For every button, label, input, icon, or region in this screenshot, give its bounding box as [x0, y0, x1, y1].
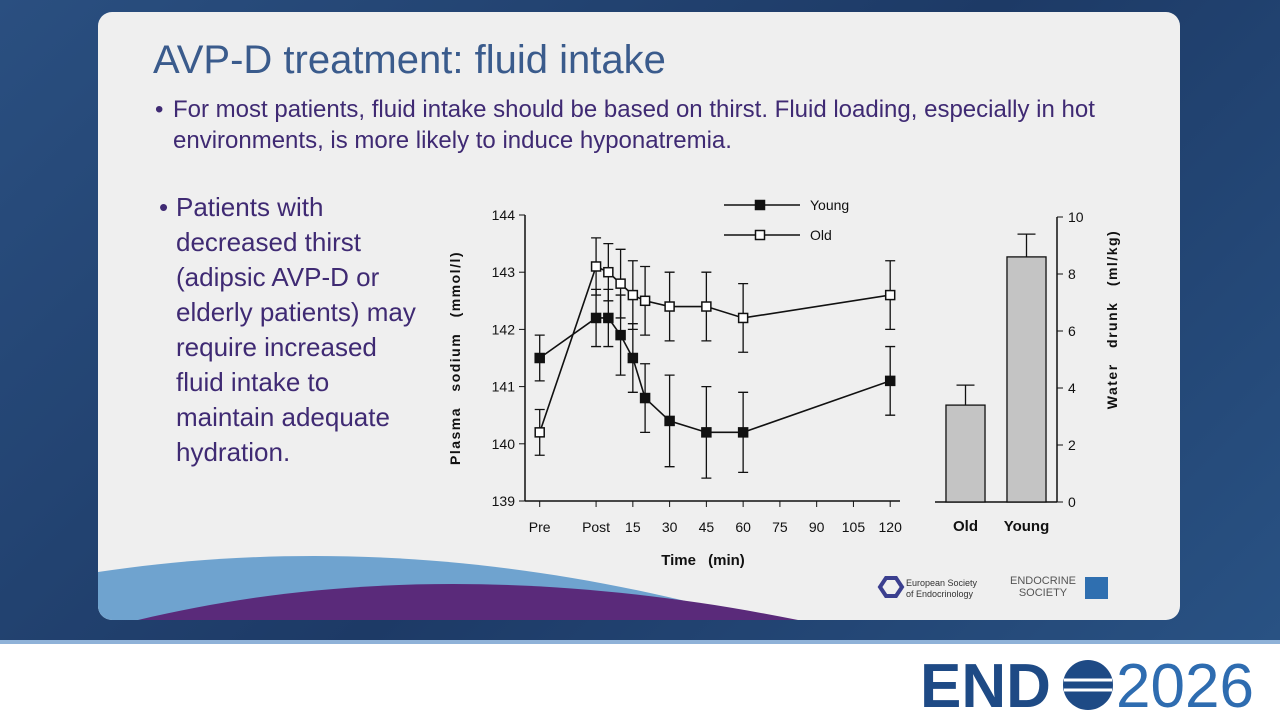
- y-tick-label: 0: [1068, 494, 1076, 510]
- logo-text: 2026: [1116, 652, 1254, 720]
- x-tick-label: 75: [772, 519, 788, 535]
- y-tick-label: 143: [492, 264, 516, 280]
- data-point: [615, 278, 626, 289]
- y-tick-label: 144: [492, 207, 516, 223]
- x-tick-label: 105: [842, 519, 866, 535]
- endocrine-society-logo: ENDOCRINE SOCIETY: [1010, 575, 1108, 599]
- series-line: [538, 265, 891, 433]
- x-tick-label: 45: [699, 519, 715, 535]
- y-tick-label: 140: [492, 436, 516, 452]
- y-tick-label: 142: [492, 321, 516, 337]
- data-point: [701, 301, 712, 312]
- y-tick-label: 4: [1068, 380, 1076, 396]
- data-point: [534, 427, 545, 438]
- data-point: [603, 312, 614, 324]
- data-point: [590, 312, 602, 324]
- x-tick-label: 30: [662, 519, 678, 535]
- bar: [1006, 256, 1047, 503]
- data-point: [627, 289, 639, 301]
- logo-text: END: [920, 652, 1051, 720]
- legend-label: Old: [810, 227, 832, 243]
- logo-text: European Society: [906, 578, 978, 588]
- x-tick-label: 120: [879, 519, 903, 535]
- data-point: [615, 329, 626, 341]
- y-tick-label: 141: [492, 379, 516, 395]
- data-point: [884, 289, 896, 301]
- legend-marker: [754, 199, 766, 211]
- data-point: [534, 352, 545, 364]
- logo-text: of Endocrinology: [906, 589, 974, 599]
- event-logo: END 2026: [920, 652, 1254, 720]
- bullet: Patients with decreased thirst (adipsic …: [159, 190, 421, 470]
- y-tick-label: 10: [1068, 209, 1084, 225]
- x-tick-label: 60: [735, 519, 751, 535]
- data-point: [590, 261, 602, 272]
- legend-marker: [754, 229, 766, 241]
- x-tick-label: Old: [953, 518, 978, 535]
- x-tick-label: 90: [809, 519, 825, 535]
- series-line: [539, 317, 891, 434]
- data-point: [737, 427, 749, 438]
- data-point: [737, 312, 749, 324]
- error-bar: [1017, 233, 1036, 257]
- data-point: [627, 352, 639, 364]
- y-tick-label: 8: [1068, 266, 1076, 282]
- y-axis-label: Water drunk (ml/kg): [1104, 230, 1120, 409]
- logo-text: SOCIETY: [1019, 587, 1068, 599]
- data-point: [664, 301, 675, 312]
- x-tick-label: Young: [1004, 518, 1050, 535]
- x-tick-label: Pre: [529, 519, 551, 535]
- legend-label: Young: [810, 197, 849, 213]
- y-tick-label: 2: [1068, 437, 1076, 453]
- error-bar: [956, 384, 975, 406]
- ese-logo: European Society of Endocrinology: [877, 576, 978, 599]
- slide-title: AVP-D treatment: fluid intake: [153, 38, 666, 82]
- swoosh: [98, 555, 798, 620]
- logo-text: ENDOCRINE: [1010, 575, 1076, 587]
- bullet: For most patients, fluid intake should b…: [155, 94, 1113, 156]
- data-point: [639, 392, 651, 404]
- data-point: [664, 415, 675, 427]
- data-point: [884, 375, 896, 387]
- y-tick-label: 6: [1068, 323, 1076, 339]
- y-tick-label: 139: [492, 493, 516, 509]
- x-tick-label: Post: [582, 519, 610, 535]
- bar: [945, 404, 986, 503]
- y-axis-label: Plasma sodium (mmol/l): [447, 251, 463, 465]
- data-point: [603, 266, 614, 278]
- x-axis-label: Time (min): [661, 552, 745, 569]
- data-point: [639, 295, 651, 307]
- x-tick-label: 15: [625, 519, 641, 535]
- data-point: [701, 427, 712, 438]
